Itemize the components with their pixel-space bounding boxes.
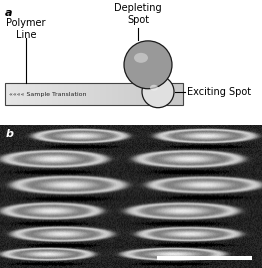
Bar	[88, 83, 91, 105]
Bar	[115, 83, 118, 105]
Bar	[91, 83, 95, 105]
Circle shape	[124, 41, 172, 89]
Bar	[135, 83, 139, 105]
Bar	[58, 83, 62, 105]
Bar	[26, 83, 29, 105]
Bar	[82, 83, 86, 105]
Bar	[148, 83, 151, 105]
Bar	[14, 83, 17, 105]
Bar	[130, 83, 133, 105]
Bar	[32, 83, 35, 105]
Bar	[156, 83, 160, 105]
Bar	[177, 83, 181, 105]
Bar	[168, 83, 172, 105]
Bar	[150, 83, 154, 105]
Bar	[103, 83, 106, 105]
Bar	[41, 83, 44, 105]
Text: «««« Sample Translation: «««« Sample Translation	[9, 92, 86, 97]
Bar	[109, 83, 112, 105]
Bar	[174, 83, 178, 105]
Bar	[5, 83, 183, 105]
Bar	[85, 83, 89, 105]
Ellipse shape	[150, 85, 158, 91]
Bar	[100, 83, 103, 105]
Bar	[64, 83, 68, 105]
Bar	[157, 256, 252, 260]
Bar	[5, 83, 8, 105]
Bar	[35, 83, 38, 105]
Circle shape	[142, 76, 174, 108]
Bar	[52, 83, 56, 105]
Bar	[23, 83, 26, 105]
Bar	[20, 83, 23, 105]
Bar	[94, 83, 97, 105]
Bar	[121, 83, 124, 105]
Text: Polymer
Line: Polymer Line	[6, 18, 46, 40]
Bar	[50, 83, 53, 105]
Bar	[162, 83, 166, 105]
Bar	[76, 83, 80, 105]
Bar	[159, 83, 163, 105]
Bar	[73, 83, 77, 105]
Ellipse shape	[134, 53, 148, 63]
Bar	[118, 83, 121, 105]
Bar	[56, 83, 59, 105]
Bar	[29, 83, 32, 105]
Bar	[180, 83, 183, 105]
Bar	[8, 83, 12, 105]
Bar	[43, 83, 47, 105]
Bar	[47, 83, 50, 105]
Bar	[70, 83, 74, 105]
Bar	[67, 83, 71, 105]
Bar	[144, 83, 148, 105]
Bar	[153, 83, 157, 105]
Bar	[133, 83, 136, 105]
Text: Depleting
Spot: Depleting Spot	[114, 3, 162, 25]
Bar	[171, 83, 174, 105]
Text: a: a	[5, 8, 13, 18]
Text: Exciting Spot: Exciting Spot	[187, 87, 251, 97]
Text: b: b	[5, 129, 13, 139]
Bar	[97, 83, 100, 105]
Bar	[124, 83, 127, 105]
Bar	[127, 83, 130, 105]
Bar	[17, 83, 20, 105]
Bar	[139, 83, 142, 105]
Bar	[11, 83, 14, 105]
Bar	[165, 83, 169, 105]
Bar	[61, 83, 65, 105]
Bar	[79, 83, 83, 105]
Bar	[141, 83, 145, 105]
Bar	[112, 83, 115, 105]
Bar	[38, 83, 41, 105]
Bar	[106, 83, 109, 105]
Bar	[5, 83, 183, 105]
